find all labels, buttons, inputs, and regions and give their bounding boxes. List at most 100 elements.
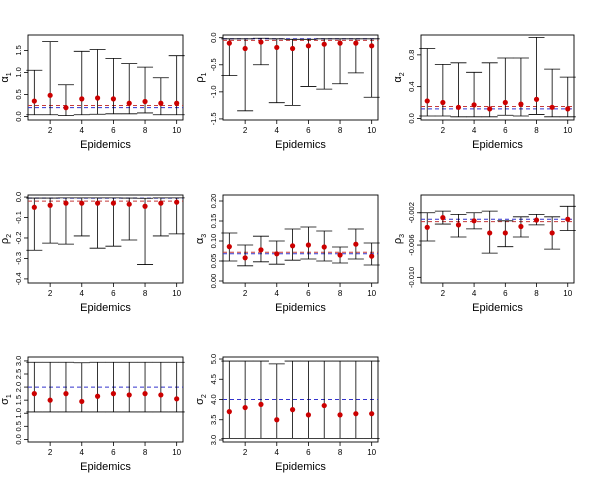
x-tick-label: 4 — [275, 289, 280, 298]
y-tick-label: 0.20 — [209, 194, 218, 209]
data-point — [455, 222, 462, 228]
data-point — [94, 95, 101, 101]
x-tick-label: 2 — [243, 448, 248, 457]
x-tick-label: 6 — [306, 126, 311, 135]
data-point — [110, 391, 117, 397]
y-axis-symbol: α — [0, 76, 11, 83]
x-tick-label: 6 — [111, 448, 116, 457]
y-tick-label: 0.5 — [14, 89, 23, 99]
plot-frame — [222, 194, 379, 284]
data-point — [369, 411, 375, 417]
data-point — [353, 40, 359, 46]
data-point — [487, 106, 493, 112]
y-tick-label: -1.5 — [209, 112, 218, 125]
y-axis-symbol: σ — [0, 398, 11, 405]
data-point — [502, 230, 508, 236]
y-axis-symbol: ρ — [392, 238, 404, 244]
x-tick-label: 4 — [80, 126, 85, 135]
x-tick-label: 2 — [243, 289, 248, 298]
y-tick-label: 0.8 — [407, 50, 416, 60]
data-point — [63, 200, 69, 206]
data-point — [94, 200, 101, 206]
data-point — [126, 201, 132, 207]
x-tick-label: 8 — [338, 289, 343, 298]
data-point — [174, 199, 180, 205]
panel-5: 2 4 6 8 10 0.00 0.05 0.10 0.15 0.20 Epidemics α3 — [194, 194, 380, 314]
x-axis-label: Epidemics — [80, 302, 131, 314]
data-point — [424, 98, 430, 104]
data-point — [369, 43, 375, 49]
y-axis-label: ρ2 — [0, 234, 13, 244]
data-point — [31, 204, 37, 210]
data-point — [440, 215, 446, 221]
x-tick-label: 4 — [80, 448, 85, 457]
y-tick-label: 3.0 — [209, 435, 218, 445]
x-tick-label: 10 — [563, 289, 572, 298]
x-tick-label: 2 — [441, 126, 446, 135]
data-point — [274, 417, 280, 423]
x-tick-label: 10 — [367, 289, 376, 298]
data-point — [258, 247, 264, 253]
x-axis-label: Epidemics — [80, 139, 131, 151]
y-tick-label: -0.006 — [407, 234, 416, 255]
plot-frame — [222, 34, 379, 121]
y-axis-label: σ2 — [194, 394, 208, 405]
data-point — [305, 43, 312, 49]
data-point — [63, 105, 69, 111]
y-axis-label: ρ1 — [194, 72, 208, 82]
y-tick-label: 4.5 — [209, 374, 218, 384]
x-tick-label: 6 — [111, 126, 116, 135]
x-tick-label: 2 — [48, 126, 53, 135]
data-point — [565, 106, 571, 112]
data-point — [321, 402, 327, 409]
y-tick-label: -0.2 — [14, 232, 23, 245]
x-axis-label: Epidemics — [80, 461, 131, 473]
data-point — [518, 223, 524, 230]
data-point — [174, 100, 180, 106]
x-axis-label: Epidemics — [275, 461, 326, 473]
data-point — [31, 391, 37, 397]
y-axis-subscript: 2 — [201, 394, 208, 398]
panel-7: 2 4 6 8 10 0.0 0.5 1.0 1.5 2.0 2.5 3.0 Epidemics σ1 — [0, 356, 185, 473]
x-tick-label: 2 — [441, 289, 446, 298]
plot-frame — [27, 34, 184, 121]
data-point — [424, 224, 430, 230]
x-tick-label: 10 — [367, 448, 376, 457]
y-tick-label: 3.5 — [209, 415, 218, 425]
x-tick-label: 6 — [503, 126, 508, 135]
y-tick-label: 4.0 — [209, 394, 218, 404]
x-tick-label: 10 — [367, 126, 376, 135]
data-point — [549, 230, 555, 236]
y-axis-subscript: 1 — [201, 72, 208, 76]
y-tick-label: 1.5 — [14, 45, 23, 55]
data-point — [533, 96, 540, 102]
y-tick-label: 0.0 — [407, 113, 416, 123]
y-tick-label: -0.1 — [14, 211, 23, 224]
data-point — [110, 96, 117, 102]
data-point — [158, 100, 164, 106]
data-point — [174, 396, 180, 402]
x-tick-label: 2 — [243, 126, 248, 135]
data-point — [79, 96, 85, 102]
data-point — [289, 407, 296, 413]
data-point — [242, 404, 248, 411]
data-point — [258, 39, 264, 45]
data-point — [337, 412, 343, 418]
y-tick-label: 5.0 — [209, 354, 218, 364]
data-point — [79, 200, 85, 206]
y-axis-label: α3 — [194, 234, 208, 244]
data-point — [337, 40, 343, 46]
y-tick-label: 3.0 — [14, 356, 23, 366]
panel-2: 2 4 6 8 10 -1.5 -1.0 -0.5 0.0 Epidemics ρ1 — [194, 32, 380, 151]
data-point — [47, 92, 53, 98]
data-point — [31, 98, 37, 104]
x-tick-label: 2 — [48, 448, 53, 457]
data-point — [142, 391, 148, 397]
data-point — [47, 202, 53, 208]
data-point — [242, 255, 248, 261]
y-axis-label: σ1 — [0, 394, 13, 405]
data-point — [226, 40, 232, 46]
data-point — [321, 244, 327, 250]
x-tick-label: 8 — [143, 448, 148, 457]
data-point — [94, 393, 101, 399]
